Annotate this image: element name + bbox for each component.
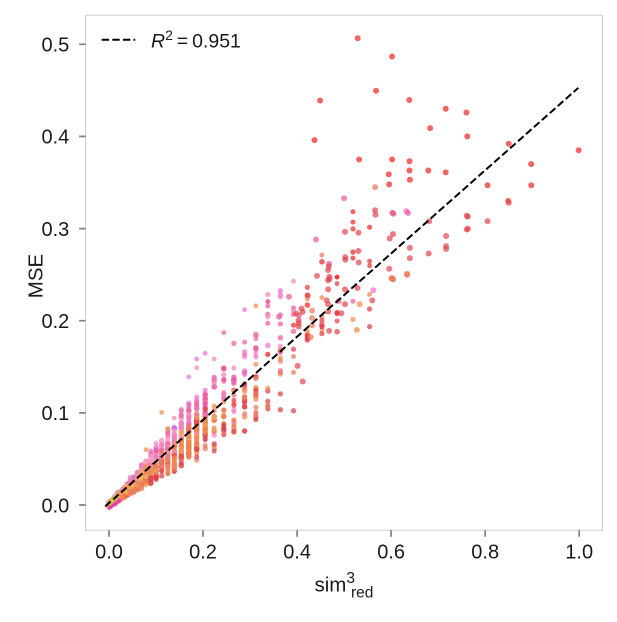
svg-text:0.5: 0.5: [41, 35, 69, 57]
svg-text:0.0: 0.0: [41, 495, 69, 517]
svg-text:0.8: 0.8: [471, 542, 499, 564]
svg-text:0.3: 0.3: [41, 219, 69, 241]
svg-text:1.0: 1.0: [565, 542, 593, 564]
svg-text:0.2: 0.2: [41, 311, 69, 333]
svg-text:0.1: 0.1: [41, 403, 69, 425]
svg-text:0.0: 0.0: [95, 542, 123, 564]
svg-text:MSE: MSE: [25, 254, 48, 298]
svg-text:0.4: 0.4: [283, 542, 311, 564]
svg-text:0.2: 0.2: [189, 542, 217, 564]
svg-text:0.6: 0.6: [377, 542, 405, 564]
svg-text:0.4: 0.4: [41, 127, 69, 149]
svg-text:R2 = 0.951: R2 = 0.951: [151, 27, 241, 53]
